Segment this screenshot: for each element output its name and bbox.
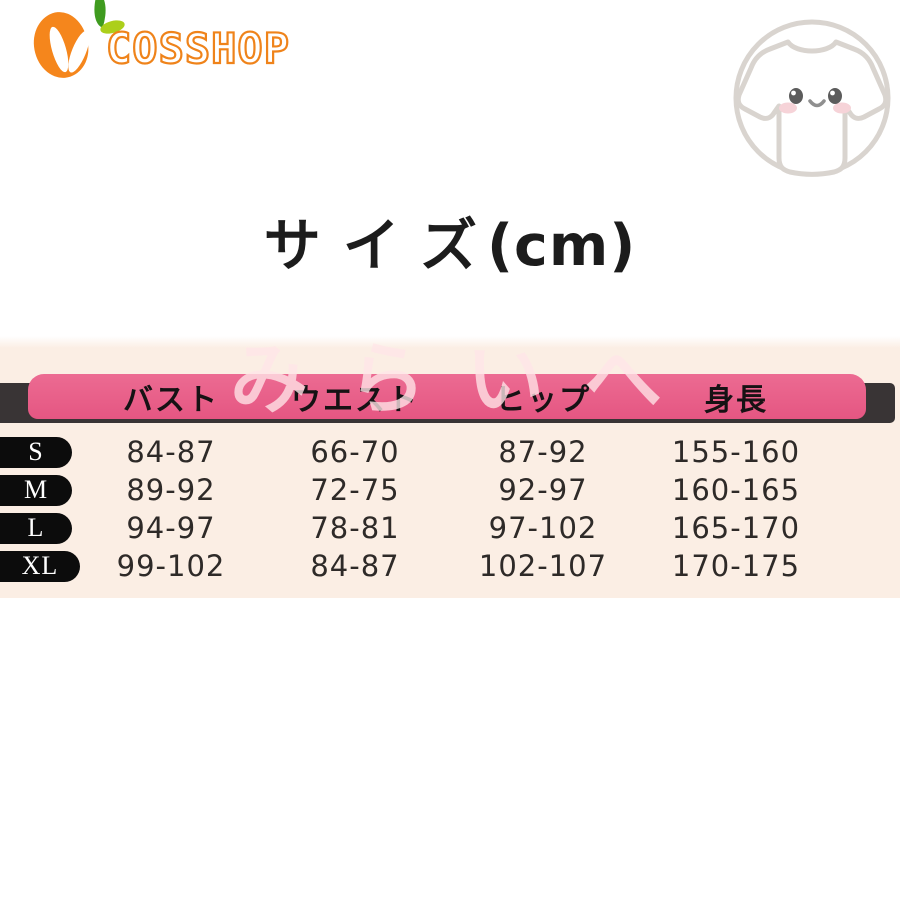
logo-dot <box>81 69 86 74</box>
brand-logo-icon <box>0 0 130 100</box>
table-header-bar <box>28 374 866 419</box>
table-row-m: M 89-92 72-75 92-97 160-165 <box>0 471 834 509</box>
cell-bust: 89-92 <box>126 473 216 507</box>
cell-waist: 78-81 <box>310 511 400 545</box>
title-unit: (cm) <box>487 213 637 279</box>
size-badge-s: S <box>0 436 72 468</box>
cell-waist: 84-87 <box>310 549 400 583</box>
logo-dot <box>86 77 91 82</box>
cell-hip: 102-107 <box>478 549 608 583</box>
title-text: サイズ <box>263 214 499 278</box>
column-header-height: 身長 <box>704 383 768 417</box>
cell-height: 165-170 <box>671 511 801 545</box>
cell-bust: 99-102 <box>116 549 226 583</box>
cell-height: 160-165 <box>671 473 801 507</box>
cell-waist: 66-70 <box>310 435 400 469</box>
cell-hip: 97-102 <box>488 511 598 545</box>
page-title: サイズ(cm) <box>0 200 900 282</box>
table-row-s: S 84-87 66-70 87-92 155-160 <box>0 433 834 471</box>
cell-height: 170-175 <box>671 549 801 583</box>
cell-height: 155-160 <box>671 435 801 469</box>
table-row-l: L 94-97 78-81 97-102 165-170 <box>0 509 834 547</box>
size-badge-m: M <box>0 474 72 506</box>
cell-bust: 94-97 <box>126 511 216 545</box>
tshirt-mascot-icon <box>722 8 900 188</box>
size-badge-xl: XL <box>0 550 80 582</box>
brand-logo: COSSHOP <box>0 0 320 120</box>
cell-bust: 84-87 <box>126 435 216 469</box>
column-header-hip: ヒップ <box>495 383 591 417</box>
cell-waist: 72-75 <box>310 473 400 507</box>
size-chart-panel: バスト ウエスト ヒップ 身長 S 84-87 66-70 87-92 155-… <box>0 336 900 598</box>
table-header-row: バスト ウエスト ヒップ 身長 <box>0 374 834 419</box>
size-badge-l: L <box>0 512 72 544</box>
brand-name: COSSHOP <box>105 23 291 74</box>
column-header-waist: ウエスト <box>291 383 419 417</box>
table-row-xl: XL 99-102 84-87 102-107 170-175 <box>0 547 834 585</box>
cell-hip: 92-97 <box>498 473 588 507</box>
column-header-bust: バスト <box>123 383 219 417</box>
cell-hip: 87-92 <box>498 435 588 469</box>
size-table-body: S 84-87 66-70 87-92 155-160 M 89-92 72-7… <box>0 433 834 585</box>
